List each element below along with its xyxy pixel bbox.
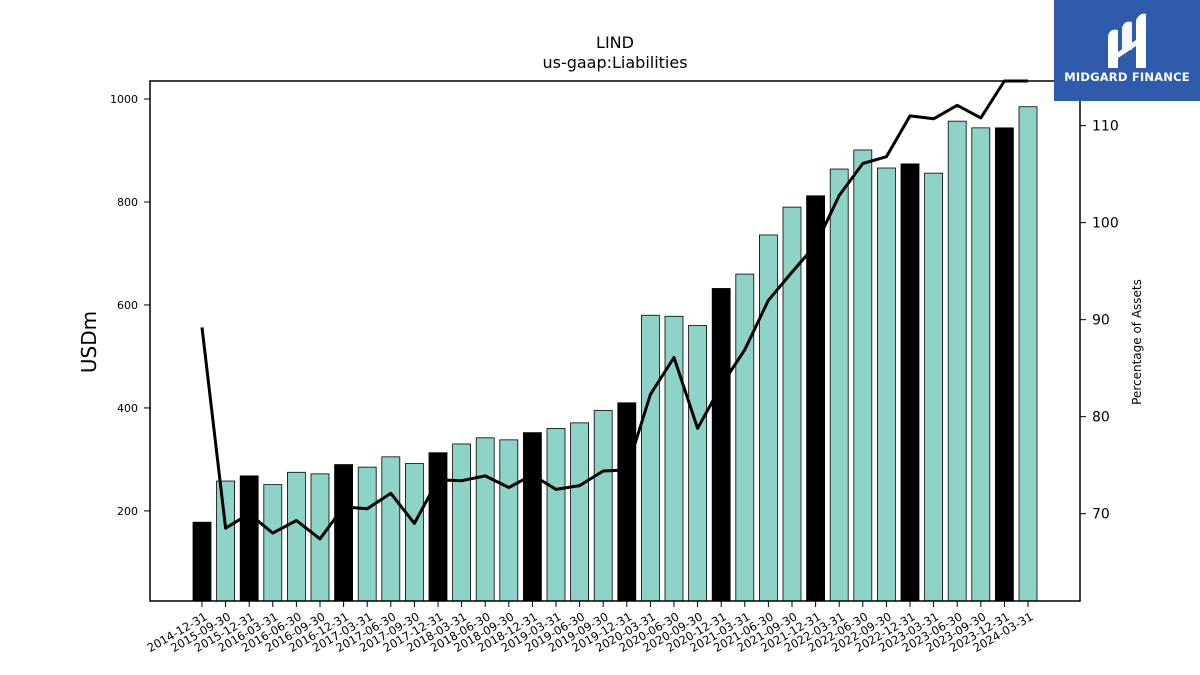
bar-2021-03-31 bbox=[735, 273, 755, 602]
bar-2022-03-31 bbox=[829, 168, 849, 602]
bar-2019-12-31 bbox=[617, 402, 637, 602]
right-tick-label: 70 bbox=[1092, 507, 1110, 523]
bar-2017-06-30 bbox=[381, 456, 401, 602]
y2-axis-label: Percentage of Assets bbox=[1130, 279, 1144, 405]
left-tick-label: 200 bbox=[117, 505, 138, 518]
bar-2018-03-31 bbox=[452, 443, 472, 602]
bar-2019-06-30 bbox=[570, 422, 589, 602]
bar-2024-03-31 bbox=[1018, 106, 1038, 602]
right-tick-label: 110 bbox=[1092, 119, 1119, 135]
y-axis-label: USDm bbox=[77, 311, 101, 373]
bar-2021-06-30 bbox=[759, 234, 778, 602]
left-tick-label: 600 bbox=[117, 299, 138, 312]
bar-2020-03-31 bbox=[641, 314, 660, 602]
right-tick-label: 80 bbox=[1092, 410, 1110, 426]
bar-2020-12-31 bbox=[711, 288, 731, 602]
bars-group bbox=[192, 106, 1038, 602]
bar-2018-06-30 bbox=[475, 437, 495, 602]
chart-title: LIND bbox=[596, 33, 634, 52]
bar-2022-12-31 bbox=[900, 163, 920, 602]
left-tick-label: 400 bbox=[117, 402, 138, 415]
bar-2016-03-31 bbox=[263, 484, 283, 602]
midgard-logo-mark-icon bbox=[1108, 13, 1146, 69]
bar-2015-09-30 bbox=[216, 480, 236, 602]
brand-logo: MIDGARD FINANCE bbox=[1054, 0, 1200, 101]
right-tick-label: 90 bbox=[1092, 313, 1110, 329]
bar-2016-12-31 bbox=[334, 464, 354, 602]
bar-2016-06-30 bbox=[286, 471, 306, 602]
bar-2023-12-31 bbox=[995, 127, 1014, 602]
brand-name: MIDGARD FINANCE bbox=[1064, 70, 1190, 84]
x-axis: 2014-12-312015-09-302015-12-312016-03-31… bbox=[145, 601, 1036, 655]
chart-subtitle: us-gaap:Liabilities bbox=[542, 53, 687, 72]
bar-2022-09-30 bbox=[877, 167, 896, 602]
line-group bbox=[200, 79, 1028, 541]
bar-2023-06-30 bbox=[947, 120, 967, 602]
bar-2021-12-31 bbox=[806, 195, 825, 602]
bar-2017-12-31 bbox=[428, 452, 448, 602]
bar-2018-12-31 bbox=[523, 432, 542, 602]
bar-2018-09-30 bbox=[499, 439, 519, 602]
bar-2020-09-30 bbox=[688, 325, 707, 602]
bar-2014-12-31 bbox=[192, 521, 212, 602]
bar-2023-03-31 bbox=[924, 172, 943, 602]
bar-2019-03-31 bbox=[546, 428, 566, 602]
plot-frame bbox=[149, 80, 1081, 602]
bar-2023-09-30 bbox=[971, 127, 991, 602]
bar-2015-12-31 bbox=[239, 475, 259, 602]
pct-assets-line bbox=[200, 79, 1028, 541]
right-axis: 70 80 90 100 110 bbox=[1080, 119, 1119, 523]
left-axis: 200 400 600 800 1000 bbox=[110, 93, 150, 518]
bar-2017-03-31 bbox=[357, 466, 377, 602]
bar-2019-09-30 bbox=[593, 410, 613, 602]
bar-2017-09-30 bbox=[404, 463, 424, 602]
left-tick-label: 800 bbox=[117, 196, 138, 209]
left-tick-label: 1000 bbox=[110, 93, 138, 106]
right-tick-label: 100 bbox=[1092, 216, 1119, 232]
bar-2022-06-30 bbox=[853, 149, 873, 602]
